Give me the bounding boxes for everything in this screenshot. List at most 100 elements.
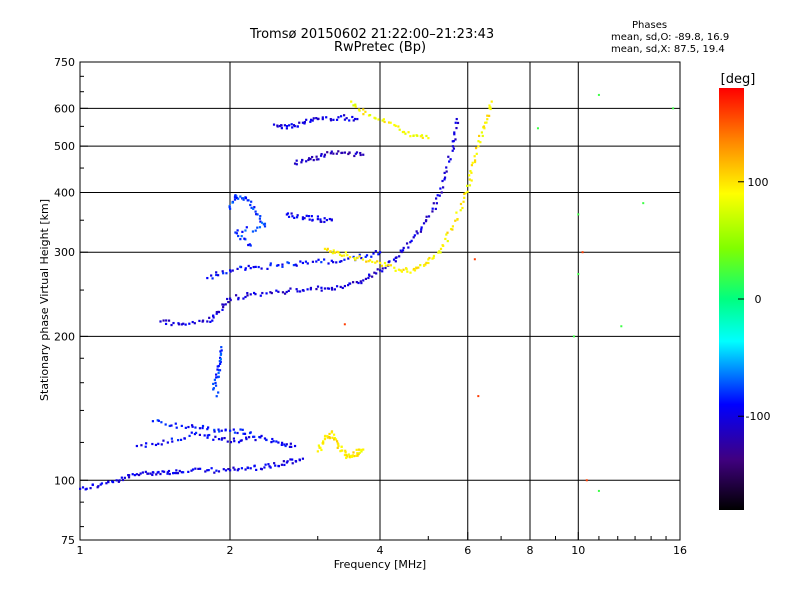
data-point — [322, 441, 325, 444]
data-point — [290, 212, 293, 215]
data-point — [323, 258, 326, 261]
data-point — [220, 349, 223, 352]
data-point — [221, 437, 224, 440]
data-point — [241, 230, 244, 233]
data-point — [323, 437, 327, 441]
trace-sporadic — [536, 93, 675, 492]
trace-o-f1-spread — [206, 250, 382, 280]
data-point — [357, 448, 360, 451]
data-point — [164, 322, 168, 326]
data-point — [397, 268, 401, 271]
data-point — [348, 119, 351, 122]
trace-o-f-multi-low — [293, 150, 365, 166]
colorbar-tick-label: 100 — [748, 176, 769, 189]
data-point — [480, 131, 483, 134]
data-point — [347, 453, 350, 456]
data-point — [223, 436, 226, 440]
data-point — [178, 469, 181, 473]
data-point — [159, 320, 162, 323]
data-point — [343, 284, 347, 288]
data-point — [410, 239, 413, 242]
data-point — [206, 436, 209, 439]
data-point — [305, 160, 308, 163]
data-point — [398, 255, 401, 258]
data-point — [221, 303, 224, 306]
data-point — [427, 215, 431, 218]
data-point — [296, 214, 299, 217]
data-point — [362, 113, 365, 116]
data-point — [289, 442, 292, 445]
data-point — [239, 195, 242, 198]
data-point — [315, 158, 318, 161]
data-point — [253, 465, 256, 468]
data-point — [474, 146, 478, 150]
data-point — [330, 219, 333, 222]
data-point — [488, 114, 491, 117]
data-point — [301, 121, 305, 124]
data-point — [421, 136, 424, 139]
data-point — [337, 444, 340, 448]
data-point — [407, 131, 410, 134]
data-point — [207, 426, 210, 429]
y-tick-label: 300 — [54, 246, 75, 259]
data-point — [157, 419, 160, 422]
data-point — [353, 117, 357, 121]
data-point — [144, 445, 147, 448]
data-point — [246, 294, 249, 297]
data-point — [283, 124, 287, 127]
data-point — [234, 294, 238, 297]
data-point — [320, 220, 323, 223]
data-point — [432, 254, 436, 258]
data-point — [171, 440, 174, 443]
data-point — [432, 256, 435, 259]
data-point — [280, 124, 283, 127]
data-point — [311, 218, 314, 221]
data-point — [325, 218, 329, 222]
data-point — [280, 443, 283, 447]
data-point — [203, 434, 206, 437]
data-point — [348, 256, 352, 259]
data-point — [323, 217, 326, 220]
data-point — [84, 488, 87, 491]
data-point — [442, 244, 445, 247]
data-point — [466, 184, 469, 187]
data-point — [234, 231, 237, 234]
data-point — [254, 265, 257, 268]
data-point — [118, 479, 121, 482]
data-point — [454, 138, 457, 141]
data-point — [451, 145, 455, 148]
data-point — [214, 435, 217, 438]
data-point — [217, 369, 221, 372]
data-point — [277, 464, 280, 468]
data-point — [283, 292, 287, 295]
data-point — [231, 201, 234, 204]
data-point — [477, 140, 480, 143]
data-point — [206, 434, 209, 437]
data-point — [399, 269, 402, 272]
data-point — [214, 381, 217, 385]
data-point — [184, 323, 187, 326]
y-tick-label: 600 — [54, 102, 75, 115]
data-point — [168, 472, 171, 476]
data-point — [157, 442, 160, 445]
data-point — [387, 121, 391, 124]
data-point — [319, 218, 322, 221]
data-point — [439, 247, 443, 250]
data-point — [199, 467, 202, 470]
data-point — [111, 480, 114, 483]
data-point — [260, 221, 264, 224]
data-point — [420, 134, 424, 137]
data-point — [360, 256, 363, 260]
data-point — [473, 258, 476, 261]
data-point — [229, 297, 232, 300]
data-point — [265, 292, 268, 295]
data-point — [269, 291, 272, 294]
data-point — [416, 232, 419, 235]
data-point — [229, 270, 232, 273]
data-point — [471, 161, 474, 164]
data-point — [316, 215, 320, 218]
data-point — [393, 266, 396, 269]
data-point — [344, 251, 347, 254]
data-point — [175, 426, 178, 429]
data-point — [174, 472, 178, 475]
